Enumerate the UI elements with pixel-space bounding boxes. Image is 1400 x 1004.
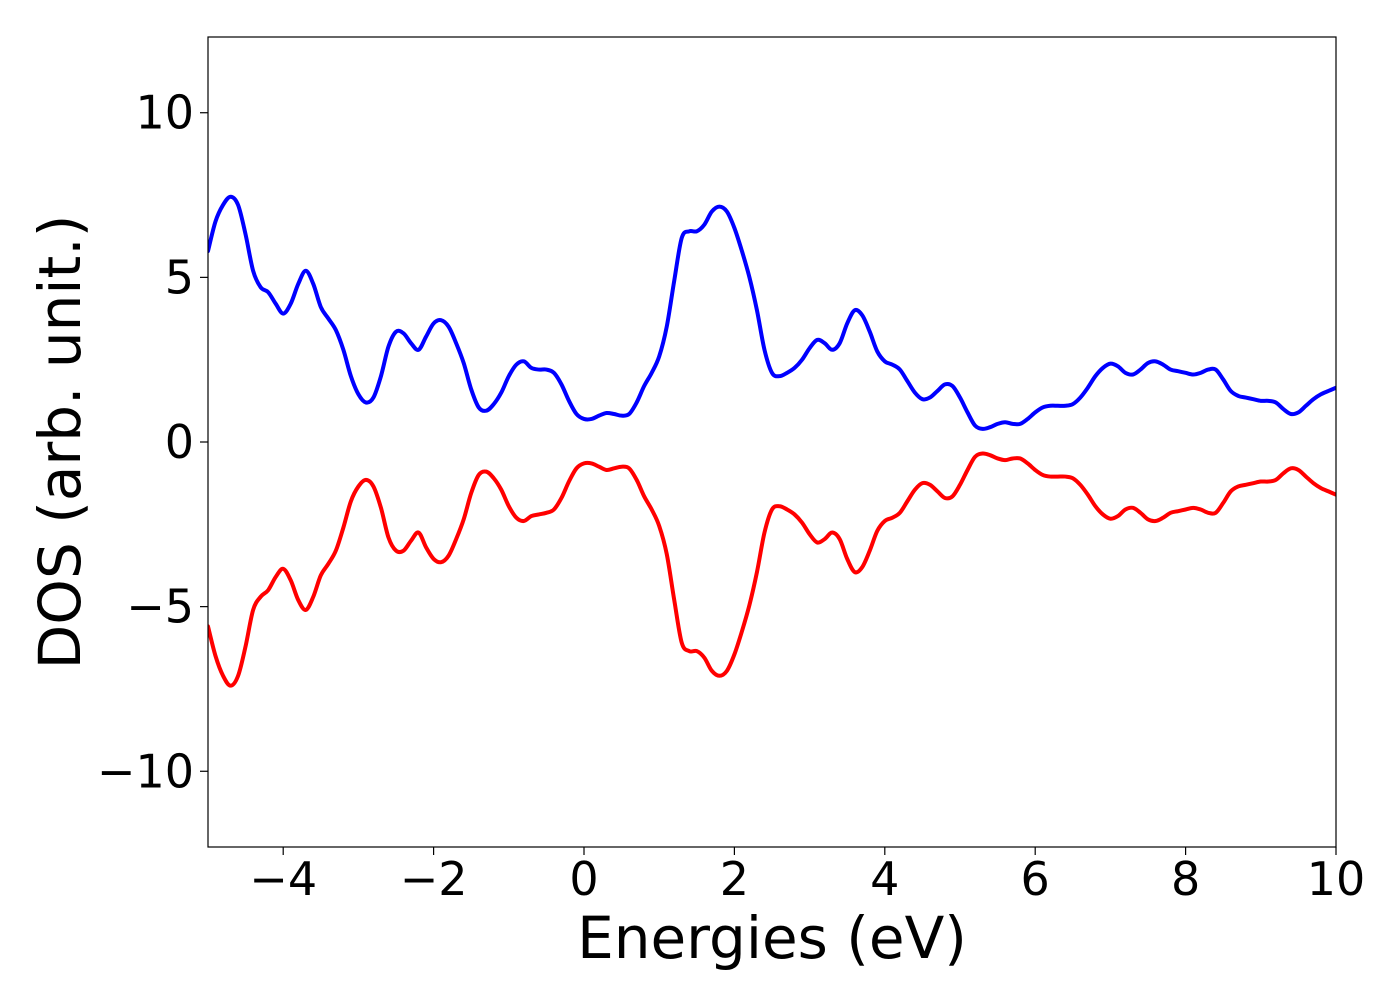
series-line-spin-up — [208, 194, 1336, 431]
y-tick-label: −10 — [97, 744, 194, 798]
x-tick-label: 8 — [1171, 852, 1200, 906]
series-line-spin-down — [208, 451, 1336, 688]
y-axis-title: DOS (arb. unit.) — [26, 215, 94, 670]
x-tick-label: −4 — [249, 852, 317, 906]
x-tick-label: 0 — [569, 852, 598, 906]
y-tick-label: −5 — [126, 580, 194, 634]
y-tick-label: 10 — [135, 86, 194, 140]
x-tick-label: 2 — [720, 852, 749, 906]
x-axis-ticks: −4 −2 0 2 4 6 8 10 — [249, 847, 1365, 906]
series-layer — [208, 194, 1336, 688]
x-tick-label: 10 — [1307, 852, 1366, 906]
plot-background — [208, 37, 1336, 847]
x-axis-title: Energies (eV) — [577, 904, 967, 972]
y-tick-label: 5 — [165, 250, 194, 304]
x-tick-label: 6 — [1021, 852, 1050, 906]
y-tick-label: 0 — [165, 415, 194, 469]
x-tick-label: −2 — [400, 852, 468, 906]
x-tick-label: 4 — [870, 852, 899, 906]
y-axis-ticks: −10 −5 0 5 10 — [97, 86, 208, 798]
